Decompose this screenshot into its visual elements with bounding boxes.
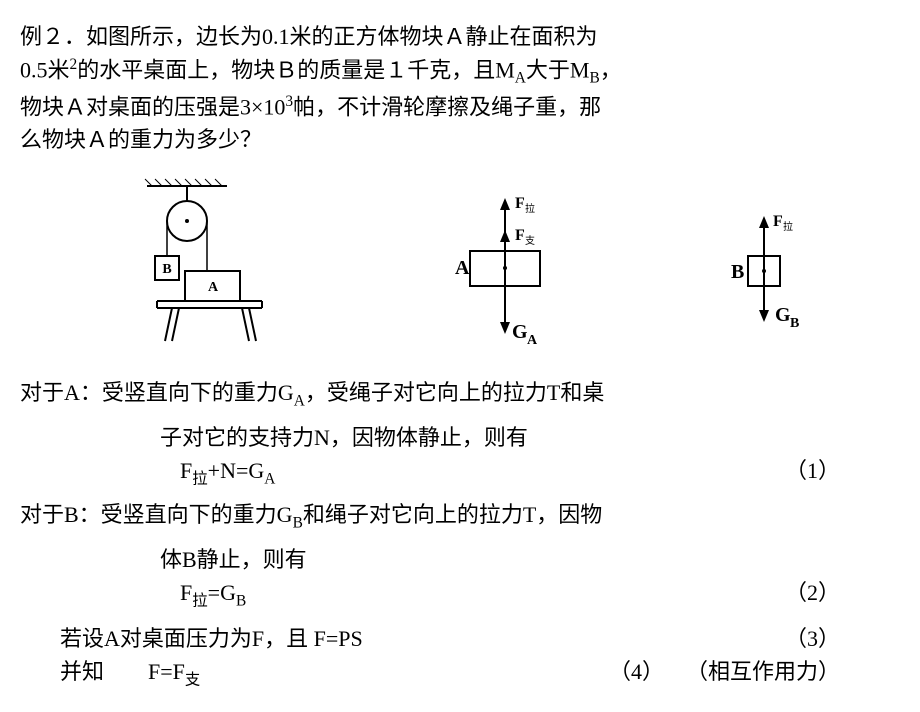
solA-line1: 对于A：受竖直向下的重力GA，受绳子对它向上的拉力T和桌 [20,376,900,413]
diagram-row: B A A F 拉 [20,176,900,356]
problem-line2: 0.5米2的水平桌面上，物块Ｂ的质量是１千克，且MA大于MB， [20,53,900,90]
svg-text:F: F [773,213,783,230]
svg-text:G: G [512,321,528,343]
problem-line3: 物块Ａ对桌面的压强是3×103帕，不计滑轮摩擦及绳子重，那 [20,90,900,123]
setup-diagram: B A [87,176,287,356]
fbd-a: A F 拉 F 支 G A [420,186,560,346]
svg-text:拉: 拉 [783,220,793,233]
fbd-b: B F 拉 G B [693,186,833,346]
svg-text:F: F [515,227,525,244]
svg-text:B: B [790,316,799,331]
note-1: 若设A对桌面压力为F，且 F=PS （3） [20,622,900,655]
svg-text:支: 支 [525,235,535,247]
svg-text:G: G [775,304,791,326]
note-2: 并知 F=F支 （4） （相互作用力） [20,655,900,692]
svg-text:A: A [455,257,470,279]
solB-line2: 体B静止，则有 [20,543,900,576]
equation-1: F拉+N=GA （1） [20,454,900,491]
problem-line4: 么物块Ａ的重力为多少？ [20,123,900,156]
svg-text:A: A [208,280,219,295]
svg-text:拉: 拉 [525,202,535,215]
problem-line1: 例２．如图所示，边长为0.1米的正方体物块Ａ静止在面积为 [20,20,900,53]
svg-text:F: F [515,195,525,212]
svg-text:A: A [527,333,538,346]
problem-statement: 例２．如图所示，边长为0.1米的正方体物块Ａ静止在面积为 0.5米2的水平桌面上… [20,20,900,156]
svg-text:B: B [162,262,171,277]
svg-text:B: B [731,261,744,283]
solA-line2: 子对它的支持力N，因物体静止，则有 [20,421,900,454]
solB-line1: 对于B：受竖直向下的重力GB和绳子对它向上的拉力T，因物 [20,498,900,535]
solution-text: 对于A：受竖直向下的重力GA，受绳子对它向上的拉力T和桌 子对它的支持力N，因物… [20,376,900,692]
equation-2: F拉=GB （2） [20,576,900,613]
